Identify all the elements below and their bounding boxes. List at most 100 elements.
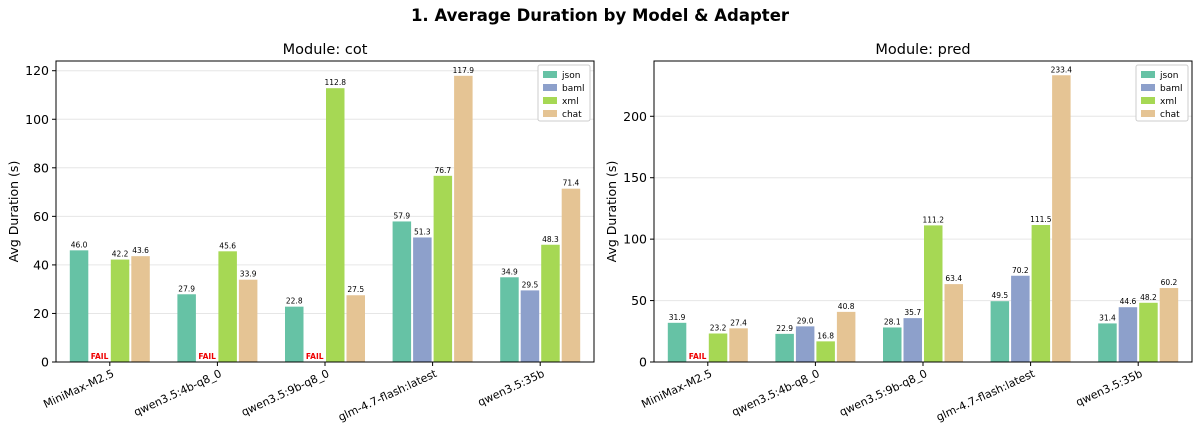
fail-label: FAIL [306,352,324,361]
bar-chat [1052,75,1071,362]
bar-json [177,294,196,362]
bar-value-label: 29.5 [522,280,539,289]
legend-swatch-baml [1141,84,1155,91]
x-tick-label: glm-4.7-flash:latest [336,367,439,424]
subplot-title: Module: pred [875,42,970,58]
legend-label-json: json [561,71,580,81]
bar-json [990,301,1010,362]
bar-json [285,306,304,362]
x-tick-label: qwen3.5:4b-q8_0 [730,367,822,419]
legend-swatch-chat [543,110,557,117]
y-tick-label: 120 [25,63,49,78]
legend-label-chat: chat [562,110,582,120]
bar-value-label: 111.5 [1030,215,1052,224]
plot-frame [55,60,595,363]
bar-value-label: 51.3 [414,227,431,236]
bar-value-label: 27.4 [730,318,747,327]
y-tick-label: 60 [33,209,49,224]
bar-value-label: 31.4 [1099,313,1116,322]
bar-value-label: 48.3 [542,235,559,244]
bar-json [392,221,412,362]
y-tick-label: 100 [623,232,647,247]
y-tick-label: 20 [33,306,49,321]
bar-value-label: 40.8 [838,302,855,311]
bar-xml [218,251,237,362]
bar-chat [1159,288,1179,362]
bar-chat [729,328,748,362]
legend-label-baml: baml [562,84,585,94]
bar-json [775,333,794,362]
bar-value-label: 71.4 [563,179,580,188]
legend-swatch-baml [543,84,557,91]
bar-value-label: 48.2 [1140,293,1157,302]
bar-value-label: 42.2 [112,250,129,259]
bar-value-label: 35.7 [904,308,921,317]
bar-baml [1118,307,1138,362]
bar-value-label: 117.9 [453,66,475,75]
x-tick-label: MiniMax-M2.5 [639,367,714,411]
bar-chat [131,256,150,362]
fail-label: FAIL [91,352,109,361]
bar-chat [561,188,581,362]
y-tick-label: 200 [623,109,647,124]
bar-value-label: 49.5 [991,291,1008,300]
bar-chat [454,75,473,363]
x-tick-label: MiniMax-M2.5 [41,367,116,411]
bar-xml [326,88,345,362]
y-tick-label: 50 [631,293,647,308]
bar-value-label: 33.9 [240,270,257,279]
bar-value-label: 31.9 [669,313,686,322]
y-axis-label: Avg Duration (s) [6,161,21,263]
bar-value-label: 70.2 [1012,266,1029,275]
y-tick-label: 80 [33,160,49,175]
bar-value-label: 45.6 [219,241,236,250]
legend-swatch-json [1141,71,1155,78]
bar-chat [346,295,365,362]
y-axis-label: Avg Duration (s) [604,161,619,263]
subplot-title: Module: cot [283,42,368,58]
legend-swatch-json [543,71,557,78]
bar-baml [520,290,540,362]
bar-chat [836,311,856,362]
y-tick-label: 0 [639,355,647,370]
bar-value-label: 233.4 [1051,65,1073,74]
bar-value-label: 22.9 [776,324,793,333]
y-tick-label: 0 [41,355,49,370]
bar-json [667,322,687,362]
x-tick-label: glm-4.7-flash:latest [934,367,1037,424]
figure-title: 1. Average Duration by Model & Adapter [410,6,790,25]
legend-label-xml: xml [562,97,579,107]
x-tick-label: qwen3.5:9b-q8_0 [837,367,929,419]
legend [537,64,591,122]
bar-baml [795,326,815,362]
legend [1135,64,1189,122]
chart-cot: Module: cot 0 20 40 60 80 100 120 Avg Duration (… [6,42,595,424]
x-tick-label: qwen3.5:35b [476,367,547,409]
bar-xml [1031,225,1051,362]
bar-value-label: 22.8 [286,297,303,306]
bar-value-label: 57.9 [393,211,410,220]
bar-value-label: 34.9 [501,267,518,276]
bar-value-label: 76.7 [434,166,451,175]
legend-swatch-chat [1141,110,1155,117]
bar-json [500,277,519,362]
y-tick-label: 150 [623,170,647,185]
bar-value-label: 63.4 [945,274,962,283]
fail-label: FAIL [689,352,707,361]
bar-value-label: 29.0 [797,316,814,325]
x-tick-label: qwen3.5:4b-q8_0 [132,367,224,419]
bar-value-label: 111.2 [923,215,945,224]
legend-swatch-xml [1141,97,1155,104]
bar-json [1098,323,1117,362]
bar-json [883,327,902,362]
bar-xml [1139,302,1158,362]
bar-value-label: 16.8 [817,331,834,340]
legend-label-baml: baml [1160,84,1183,94]
legend-label-xml: xml [1160,97,1177,107]
y-tick-label: 100 [25,112,49,127]
bar-xml [541,244,560,362]
bar-value-label: 46.0 [71,240,88,249]
bar-json [69,250,89,362]
bar-baml [1011,275,1030,362]
fail-label: FAIL [198,352,216,361]
